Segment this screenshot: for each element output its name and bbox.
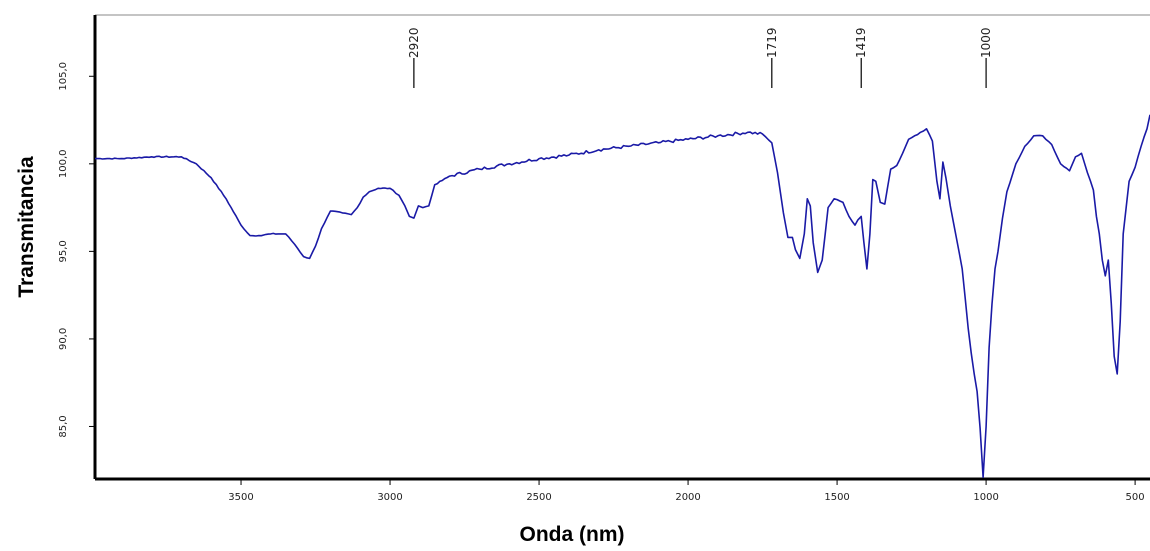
x-tick-label: 2000 <box>675 492 700 503</box>
peak-annotations: 2920 1719 1419 1000 <box>407 27 993 88</box>
y-axis-ticks: 85,0 90,0 95,0 100,0 105,0 <box>58 62 95 438</box>
peak-label: 1000 <box>979 27 993 58</box>
x-axis-title: Onda (nm) <box>520 523 625 546</box>
x-tick-label: 1500 <box>824 492 849 503</box>
spectrum-series-line <box>95 114 1150 478</box>
x-tick-label: 2500 <box>526 492 551 503</box>
peak-label: 2920 <box>407 27 421 58</box>
y-tick-label: 95,0 <box>58 240 69 262</box>
x-axis-ticks: 3500 3000 2500 2000 1500 1000 500 <box>228 479 1145 503</box>
y-tick-label: 85,0 <box>58 415 69 437</box>
y-tick-label: 100,0 <box>58 150 69 179</box>
x-tick-label: 1000 <box>973 492 998 503</box>
y-tick-label: 105,0 <box>58 62 69 91</box>
peak-label: 1719 <box>765 27 779 58</box>
y-axis-title: Transmitancia <box>15 156 38 298</box>
y-tick-label: 90,0 <box>58 328 69 350</box>
x-tick-label: 500 <box>1126 492 1145 503</box>
x-tick-label: 3500 <box>228 492 253 503</box>
x-tick-label: 3000 <box>377 492 402 503</box>
peak-label: 1419 <box>854 27 868 58</box>
